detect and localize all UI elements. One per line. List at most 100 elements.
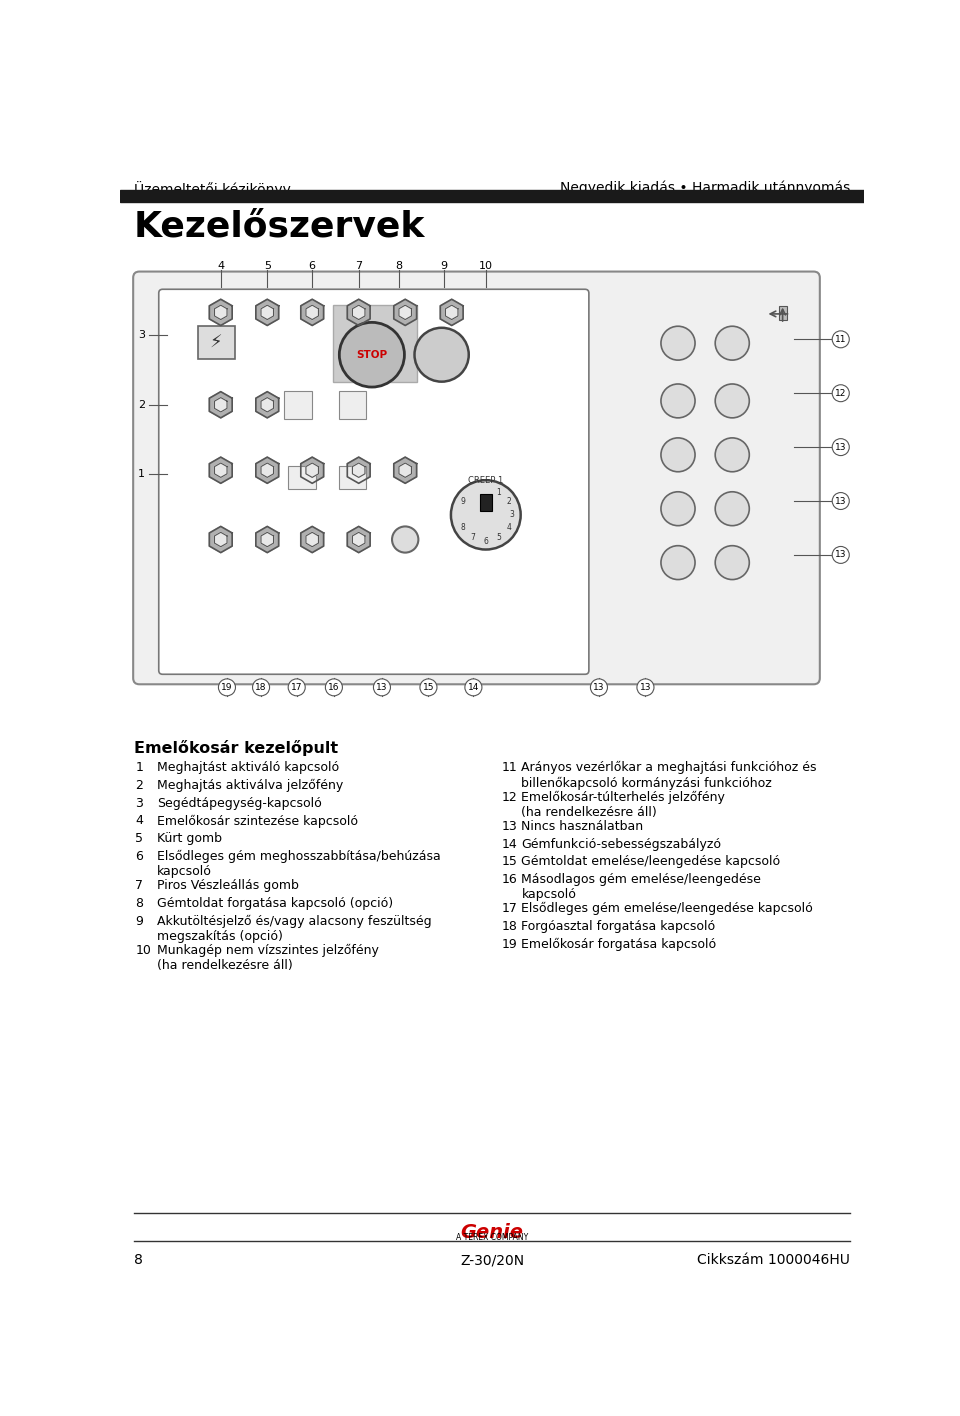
Polygon shape xyxy=(261,398,274,412)
Bar xyxy=(284,391,312,419)
Polygon shape xyxy=(261,463,274,477)
Polygon shape xyxy=(394,299,417,326)
Bar xyxy=(333,304,417,382)
Circle shape xyxy=(451,480,520,549)
Circle shape xyxy=(252,678,270,695)
Text: Arányos vezérlőkar a meghajtási funkcióhoz és
billenőkapcsoló kormányzási funkci: Arányos vezérlőkar a meghajtási funkcióh… xyxy=(521,762,817,790)
Bar xyxy=(120,190,864,202)
Circle shape xyxy=(288,678,305,695)
Circle shape xyxy=(660,491,695,525)
Text: Meghajtás aktiválva jelzőfény: Meghajtás aktiválva jelzőfény xyxy=(157,779,344,792)
Text: 1: 1 xyxy=(135,762,143,775)
Polygon shape xyxy=(300,527,324,552)
Text: 10: 10 xyxy=(479,261,492,270)
Bar xyxy=(779,306,786,320)
Text: 4: 4 xyxy=(135,814,143,827)
Circle shape xyxy=(660,384,695,418)
Circle shape xyxy=(832,493,850,510)
Circle shape xyxy=(832,439,850,456)
Polygon shape xyxy=(306,463,319,477)
Text: 19: 19 xyxy=(501,937,517,950)
Text: 5: 5 xyxy=(264,261,271,270)
Circle shape xyxy=(832,331,850,348)
Text: CREEP 1: CREEP 1 xyxy=(468,476,503,484)
Polygon shape xyxy=(306,306,319,320)
Bar xyxy=(339,466,367,490)
Text: 13: 13 xyxy=(835,443,847,452)
Text: Genie: Genie xyxy=(461,1222,523,1242)
Polygon shape xyxy=(256,457,278,483)
Text: 1: 1 xyxy=(138,469,145,479)
Polygon shape xyxy=(399,306,412,320)
Text: 11: 11 xyxy=(501,762,517,775)
Text: Gémfunkció-sebességszabályzó: Gémfunkció-sebességszabályzó xyxy=(521,837,722,851)
Text: 13: 13 xyxy=(835,551,847,559)
Polygon shape xyxy=(445,306,458,320)
Text: Elsődleges gém emelése/leengedése kapcsoló: Elsődleges gém emelése/leengedése kapcso… xyxy=(521,902,813,915)
Text: 4: 4 xyxy=(217,261,225,270)
Polygon shape xyxy=(209,299,232,326)
Polygon shape xyxy=(256,527,278,552)
Text: 16: 16 xyxy=(501,872,517,886)
Circle shape xyxy=(590,678,608,695)
Text: 19: 19 xyxy=(221,683,232,692)
Text: 6: 6 xyxy=(484,537,489,545)
Polygon shape xyxy=(209,457,232,483)
Polygon shape xyxy=(300,457,324,483)
Text: 17: 17 xyxy=(291,683,302,692)
Circle shape xyxy=(219,678,235,695)
Circle shape xyxy=(832,547,850,564)
Text: 18: 18 xyxy=(501,920,517,933)
Text: 10: 10 xyxy=(135,944,152,957)
Text: 3: 3 xyxy=(510,510,515,520)
Text: 11: 11 xyxy=(835,334,847,344)
Text: 16: 16 xyxy=(328,683,340,692)
Text: Forgóasztal forgatása kapcsoló: Forgóasztal forgatása kapcsoló xyxy=(521,920,715,933)
Text: 2: 2 xyxy=(506,497,511,507)
Text: 14: 14 xyxy=(501,837,517,851)
Text: Másodlagos gém emelése/leengedése
kapcsoló: Másodlagos gém emelése/leengedése kapcso… xyxy=(521,872,761,901)
Text: STOP: STOP xyxy=(356,350,388,360)
Text: 6: 6 xyxy=(309,261,316,270)
Text: 5: 5 xyxy=(496,532,501,542)
Circle shape xyxy=(660,326,695,360)
Polygon shape xyxy=(214,398,227,412)
Polygon shape xyxy=(441,299,463,326)
Circle shape xyxy=(660,545,695,579)
Circle shape xyxy=(660,438,695,472)
Circle shape xyxy=(420,678,437,695)
Circle shape xyxy=(339,323,404,387)
Text: Kezelőszervek: Kezelőszervek xyxy=(134,210,425,244)
Polygon shape xyxy=(352,532,365,547)
Polygon shape xyxy=(352,306,365,320)
Text: Emelőkosár-túlterhelés jelzőfény
(ha rendelkezésre áll): Emelőkosár-túlterhelés jelzőfény (ha ren… xyxy=(521,790,726,818)
Text: Cikkszám 1000046HU: Cikkszám 1000046HU xyxy=(697,1253,850,1267)
Circle shape xyxy=(415,327,468,382)
Text: 15: 15 xyxy=(422,683,434,692)
Text: 13: 13 xyxy=(501,820,517,833)
Bar xyxy=(480,494,492,511)
Polygon shape xyxy=(306,532,319,547)
Text: 8: 8 xyxy=(135,896,143,910)
Text: 8: 8 xyxy=(396,261,402,270)
Text: 18: 18 xyxy=(255,683,267,692)
Text: 13: 13 xyxy=(639,683,651,692)
Text: 8: 8 xyxy=(134,1253,143,1267)
Text: Z-30/20N: Z-30/20N xyxy=(460,1253,524,1267)
Text: Akkutöltésjelző és/vagy alacsony feszültség
megszakítás (opció): Akkutöltésjelző és/vagy alacsony feszült… xyxy=(157,915,432,943)
Text: Gémtoldat forgatása kapcsoló (opció): Gémtoldat forgatása kapcsoló (opció) xyxy=(157,896,394,910)
Circle shape xyxy=(715,545,750,579)
Polygon shape xyxy=(394,457,417,483)
Text: 8: 8 xyxy=(461,524,466,532)
Polygon shape xyxy=(352,463,365,477)
Text: 15: 15 xyxy=(501,855,517,868)
Text: 17: 17 xyxy=(501,902,517,915)
Text: Piros Vészleállás gomb: Piros Vészleállás gomb xyxy=(157,879,300,892)
Text: 2: 2 xyxy=(138,399,145,409)
Text: Emelőkosár szintezése kapcsoló: Emelőkosár szintezése kapcsoló xyxy=(157,814,358,827)
Text: 9: 9 xyxy=(461,497,466,507)
Text: Munkagép nem vízszintes jelzőfény
(ha rendelkezésre áll): Munkagép nem vízszintes jelzőfény (ha re… xyxy=(157,944,379,971)
Text: Nincs használatban: Nincs használatban xyxy=(521,820,643,833)
Polygon shape xyxy=(348,527,371,552)
Circle shape xyxy=(715,438,750,472)
